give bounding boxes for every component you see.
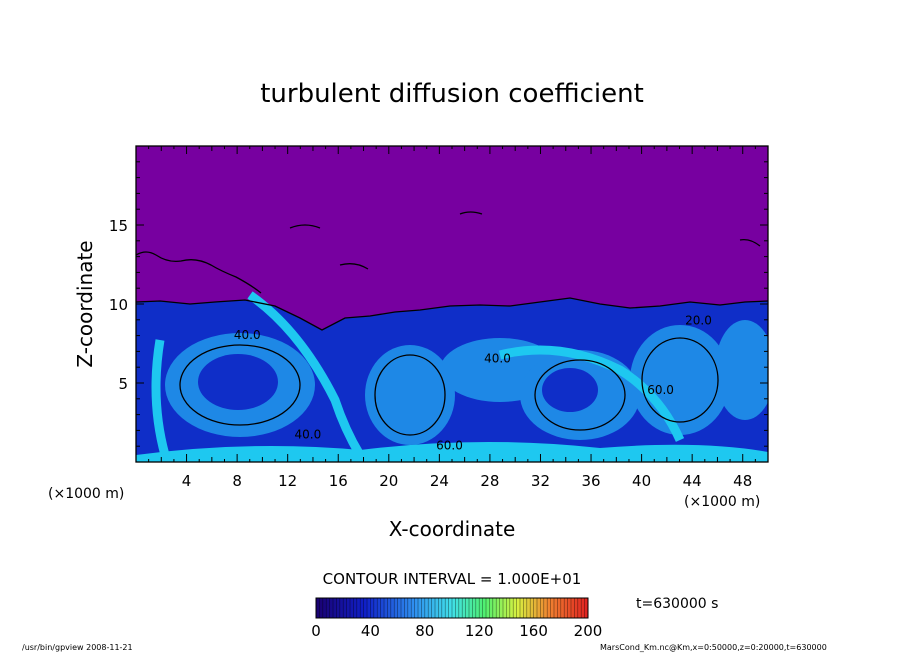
eddy-6 bbox=[715, 320, 768, 420]
plot-area: 40.0 40.0 60.0 40.0 60.0 20.0 bbox=[136, 146, 768, 462]
footer-right: MarsCond_Km.nc@Km,x=0:50000,z=0:20000,t=… bbox=[600, 643, 827, 652]
contour-label: 60.0 bbox=[436, 438, 463, 452]
shear-band-1 bbox=[247, 291, 364, 458]
colorbar-tick-label: 80 bbox=[415, 622, 434, 640]
x-tick-label: 4 bbox=[182, 472, 192, 490]
chart-title: turbulent diffusion coefficient bbox=[260, 79, 644, 109]
x-tick-label: 48 bbox=[733, 472, 752, 490]
eddy-2-contour bbox=[374, 354, 446, 436]
colorbar-frame bbox=[315, 597, 589, 619]
shear-band-3 bbox=[151, 339, 170, 457]
colorbar-stripes bbox=[315, 598, 589, 618]
x-axis-unit: (×1000 m) bbox=[684, 494, 760, 510]
colorbar-ticks: 0 40 80 120 160 200 bbox=[311, 622, 602, 640]
x-tick-label: 40 bbox=[632, 472, 651, 490]
eddy-1-core bbox=[198, 354, 278, 410]
y-tick-label: 15 bbox=[109, 217, 128, 235]
time-label: t=630000 s bbox=[636, 596, 718, 612]
contour-label: 40.0 bbox=[484, 351, 511, 365]
x-tick-label: 8 bbox=[232, 472, 242, 490]
colorbar-tick-label: 120 bbox=[465, 622, 494, 640]
contour-lines bbox=[136, 211, 768, 436]
y-tick-label: 10 bbox=[109, 296, 128, 314]
eddy-structures bbox=[136, 291, 768, 462]
contour-interval-label: CONTOUR INTERVAL = 1.000E+01 bbox=[323, 570, 582, 588]
shear-band-2 bbox=[498, 345, 685, 442]
upper-patch-1 bbox=[136, 251, 262, 294]
eddy-5-contour bbox=[641, 337, 719, 423]
eddy-1-contour bbox=[179, 344, 301, 426]
x-axis-label: X-coordinate bbox=[389, 517, 516, 541]
contour-label: 40.0 bbox=[295, 427, 322, 441]
x-tick-label: 44 bbox=[683, 472, 702, 490]
eddy-5 bbox=[630, 325, 730, 435]
contour-label: 40.0 bbox=[234, 328, 261, 342]
contour-labels: 40.0 40.0 60.0 40.0 60.0 20.0 bbox=[234, 314, 712, 453]
eddy-4-contour bbox=[534, 359, 626, 431]
upper-patch-2 bbox=[289, 211, 761, 270]
x-tick-label: 16 bbox=[329, 472, 348, 490]
top-boundary-contour bbox=[136, 297, 768, 331]
colorbar-tick-label: 40 bbox=[361, 622, 380, 640]
x-tick-label: 20 bbox=[379, 472, 398, 490]
y-tick-label: 5 bbox=[118, 375, 128, 393]
y-axis-unit: (×1000 m) bbox=[48, 486, 124, 502]
eddy-4-core bbox=[542, 368, 598, 412]
colorbar: 0 40 80 120 160 200 bbox=[311, 597, 602, 640]
x-tick-label: 36 bbox=[581, 472, 600, 490]
x-tick-label: 24 bbox=[430, 472, 449, 490]
colorbar-tick-label: 160 bbox=[519, 622, 548, 640]
contour-label: 20.0 bbox=[685, 314, 712, 328]
colorbar-tick-label: 200 bbox=[574, 622, 603, 640]
eddy-2 bbox=[365, 345, 455, 445]
footer-left: /usr/bin/gpview 2008-11-21 bbox=[22, 643, 133, 652]
surface-layer bbox=[136, 441, 768, 462]
x-tick-label: 12 bbox=[278, 472, 297, 490]
colorbar-tick-label: 0 bbox=[311, 622, 321, 640]
x-tick-label: 32 bbox=[531, 472, 550, 490]
contour-label: 60.0 bbox=[647, 383, 674, 397]
y-axis: 5 10 15 bbox=[109, 145, 768, 463]
x-tick-label: 28 bbox=[480, 472, 499, 490]
y-axis-label: Z-coordinate bbox=[73, 240, 97, 367]
x-axis: 4 8 12 16 20 24 28 32 36 40 44 48 bbox=[135, 146, 769, 490]
